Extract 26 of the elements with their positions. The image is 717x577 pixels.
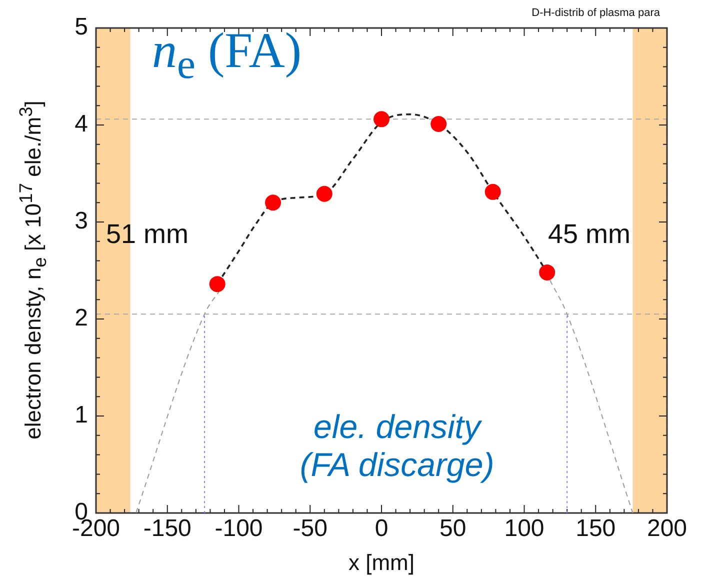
point: [265, 194, 282, 211]
annotation: 45 mm: [548, 219, 631, 250]
point: [316, 186, 332, 202]
point: [209, 276, 226, 292]
point: [539, 264, 556, 280]
y-tick-label: 5: [74, 14, 88, 41]
y-tick-label: 2: [74, 304, 88, 332]
y-tick-label: 4: [74, 110, 88, 138]
point: [430, 116, 447, 132]
annotation: ele. density (FA discarge): [300, 408, 494, 484]
chart-subtitle: D-H-distrib of plasma para: [532, 7, 660, 19]
x-tick-label: -50: [292, 515, 328, 542]
x-tick-label: 150: [576, 515, 616, 542]
point: [374, 111, 390, 128]
x-tick-label: -100: [214, 515, 263, 542]
y-tick-label: 3: [74, 208, 88, 235]
y-tick-label: 1: [74, 402, 88, 429]
x-tick-label: 200: [646, 515, 688, 542]
annotation: n$_{e}$ (FA): [152, 22, 302, 90]
point: [484, 184, 501, 200]
x-tick-label: -150: [143, 515, 192, 542]
annotation: 51 mm: [106, 219, 189, 250]
x-tick-label: 100: [504, 515, 544, 542]
x-tick-label: 0: [374, 515, 388, 542]
x-tick-label: 50: [440, 515, 466, 542]
x-axis-title: x [mm]: [348, 550, 414, 575]
